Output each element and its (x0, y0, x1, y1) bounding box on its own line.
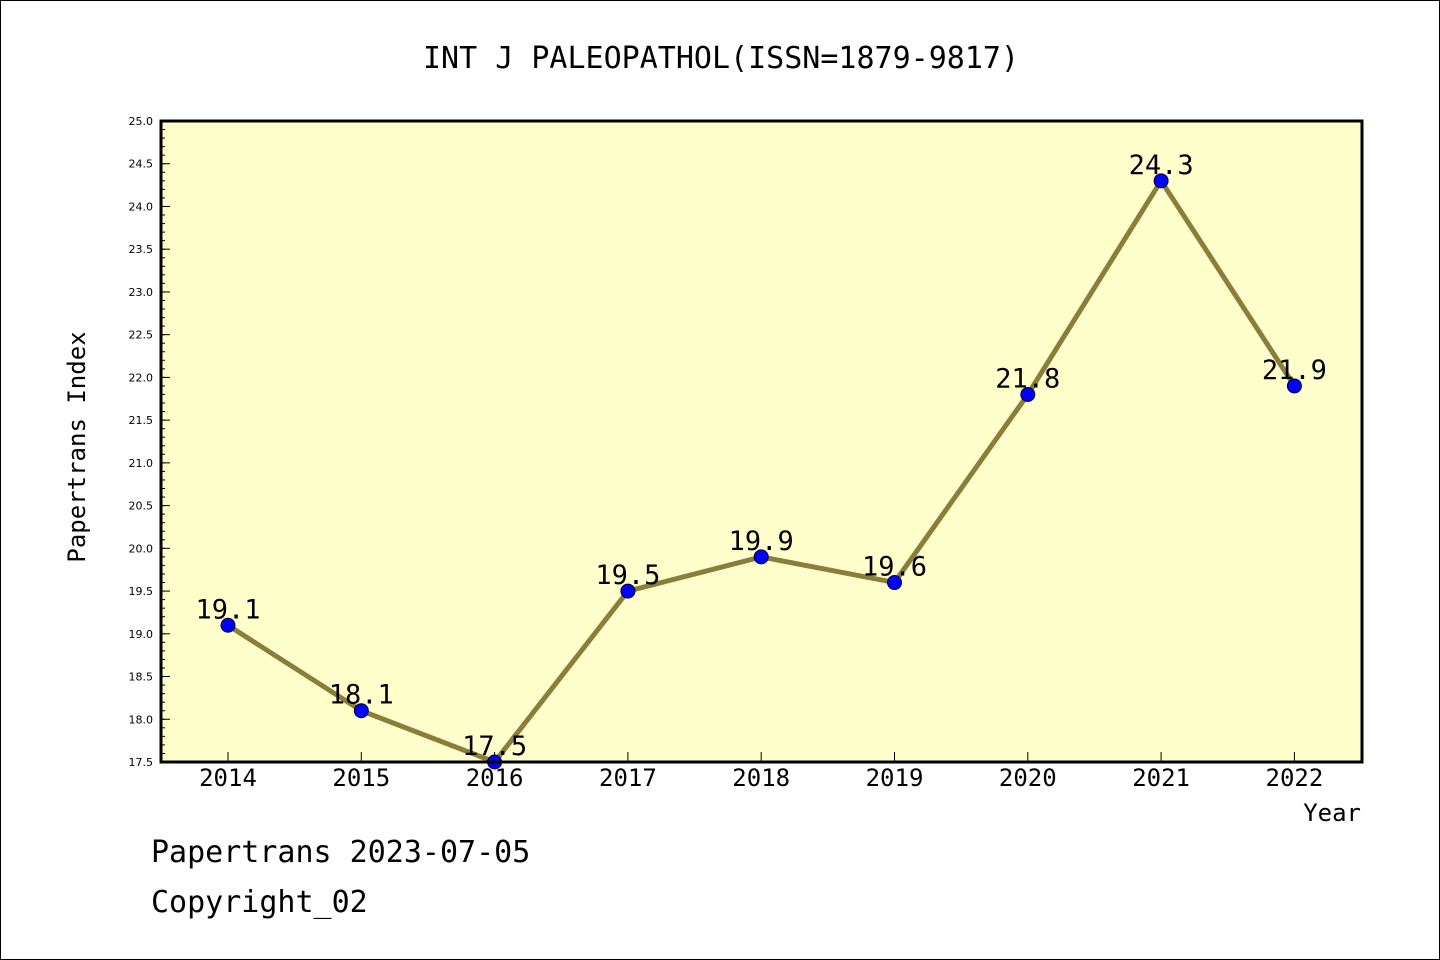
data-point (887, 575, 902, 591)
data-label: 19.6 (862, 552, 927, 583)
y-tick-label: 19.0 (129, 628, 154, 641)
y-tick-label: 25.0 (129, 115, 154, 128)
y-tick-label: 22.0 (129, 371, 154, 384)
data-label: 24.3 (1129, 150, 1194, 181)
x-tick-label: 2018 (732, 764, 790, 792)
footer-date: Papertrans 2023-07-05 (151, 835, 531, 870)
x-tick-label: 2017 (599, 764, 657, 792)
y-tick-label: 24.5 (129, 158, 154, 171)
chart-title: INT J PALEOPATHOL(ISSN=1879-9817) (423, 41, 1019, 76)
data-label: 18.1 (329, 680, 394, 711)
data-point (353, 703, 369, 719)
y-tick-label: 20.5 (129, 500, 154, 513)
y-tick-labels: 17.5 18.0 18.5 19.0 19.5 20.0 20.5 21.0 21.5 22.0… (129, 115, 154, 769)
y-tick-label: 23.5 (129, 243, 154, 256)
plot-area (161, 121, 1362, 762)
x-axis-label: Year (1303, 799, 1361, 827)
y-axis-label: Papertrans Index (63, 331, 91, 562)
data-point (1286, 378, 1302, 394)
x-tick-label: 2022 (1266, 764, 1324, 792)
x-tick-label: 2015 (332, 764, 390, 792)
plot-frame (159, 119, 1364, 764)
data-label: 19.5 (595, 560, 660, 591)
y-tick-label: 18.5 (129, 671, 154, 684)
data-labels: 19.1 18.1 17.5 19.5 19.9 19.6 21.8 24.3 21.9 (195, 150, 1326, 762)
data-label: 21.8 (995, 363, 1060, 394)
data-label: 17.5 (462, 731, 527, 762)
y-tick-label: 24.0 (129, 200, 154, 213)
x-tick-labels: 2014 2015 2016 2017 2018 2019 2020 2021 2022 (199, 764, 1323, 792)
data-label: 19.1 (195, 594, 260, 625)
data-label: 19.9 (729, 526, 794, 557)
x-tick-label: 2021 (1132, 764, 1190, 792)
y-tick-label: 17.5 (129, 756, 154, 769)
x-tick-label: 2019 (866, 764, 924, 792)
x-tick-label: 2020 (999, 764, 1057, 792)
y-tick-label: 23.0 (129, 286, 154, 299)
data-label: 21.9 (1262, 355, 1327, 386)
data-point (1020, 386, 1036, 402)
y-tick-label: 20.0 (129, 542, 154, 555)
x-tick-label: 2014 (199, 764, 257, 792)
data-point (1153, 173, 1169, 189)
y-tick-label: 21.5 (129, 414, 154, 427)
data-point (620, 583, 636, 599)
data-markers (220, 173, 1302, 770)
data-point (220, 617, 236, 633)
y-tick-label: 19.5 (129, 585, 154, 598)
y-tick-label: 21.0 (129, 457, 154, 470)
y-tick-label: 22.5 (129, 329, 154, 342)
footer-copyright: Copyright_02 (151, 885, 368, 920)
data-point (753, 549, 769, 565)
y-tick-label: 18.0 (129, 713, 154, 726)
